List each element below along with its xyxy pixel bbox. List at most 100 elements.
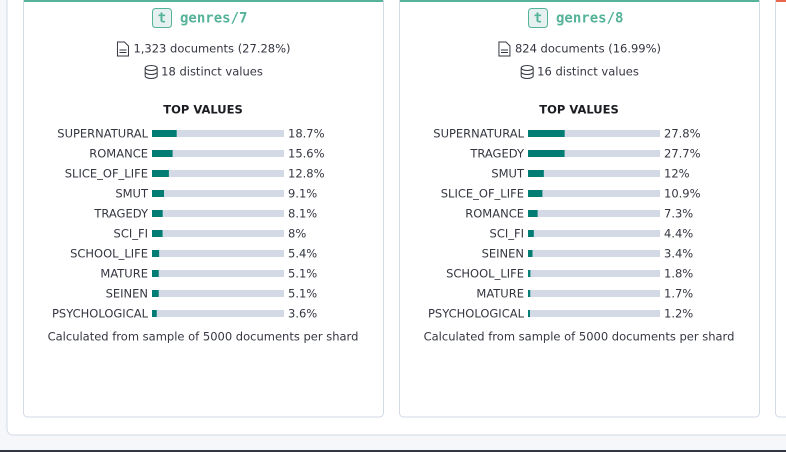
category-label: PSYCHOLOGICAL <box>428 307 525 321</box>
category-label: SCI_FI <box>490 227 524 241</box>
bar-track <box>528 130 660 137</box>
type-badge <box>152 8 172 28</box>
db-icon-body <box>144 68 158 79</box>
value-label: 1.7% <box>664 287 693 301</box>
value-label: 5.1% <box>288 267 317 281</box>
bar-track <box>528 310 660 317</box>
bar <box>528 190 543 197</box>
category-label: SEINEN <box>106 287 148 301</box>
category-label: SMUT <box>115 187 149 201</box>
value-label: 27.8% <box>664 127 701 141</box>
bar-track <box>152 250 284 257</box>
bar-track <box>528 290 660 297</box>
next-card <box>775 0 786 418</box>
bar <box>528 250 533 257</box>
db-icon-body <box>520 68 534 79</box>
bar <box>152 230 163 237</box>
type-badge <box>528 8 548 28</box>
category-label: SEINEN <box>482 247 524 261</box>
bar-track <box>152 310 284 317</box>
bar-track <box>528 230 660 237</box>
stat-distinct: 16 distinct values <box>537 65 639 79</box>
bar-track <box>152 150 284 157</box>
card-accent <box>24 0 383 2</box>
category-label: SLICE_OF_LIFE <box>441 187 524 201</box>
bar-track <box>152 230 284 237</box>
stat-documents: 1,323 documents (27.28%) <box>133 42 290 56</box>
bar <box>152 310 157 317</box>
value-label: 12% <box>664 167 690 181</box>
value-label: 8.1% <box>288 207 317 221</box>
bar <box>152 170 169 177</box>
bar-track <box>152 270 284 277</box>
category-label: SUPERNATURAL <box>57 127 148 141</box>
value-label: 4.4% <box>664 227 693 241</box>
value-label: 27.7% <box>664 147 701 161</box>
bar <box>152 130 177 137</box>
value-label: 1.8% <box>664 267 693 281</box>
category-label: SUPERNATURAL <box>433 127 524 141</box>
top-values-title: TOP VALUES <box>539 103 618 117</box>
bar-track <box>152 290 284 297</box>
type-badge-label: t <box>158 11 166 27</box>
value-label: 5.4% <box>288 247 317 261</box>
bar-track <box>528 150 660 157</box>
category-label: MATURE <box>476 287 524 301</box>
category-label: SMUT <box>491 167 525 181</box>
category-label: SCHOOL_LIFE <box>446 267 524 281</box>
bar-track <box>528 210 660 217</box>
bar <box>152 250 160 257</box>
bar <box>152 270 159 277</box>
bar-track <box>528 270 660 277</box>
category-label: TRAGEDY <box>93 207 149 221</box>
bar <box>152 150 173 157</box>
value-label: 3.6% <box>288 307 317 321</box>
bar-track <box>528 190 660 197</box>
value-label: 15.6% <box>288 147 325 161</box>
bar <box>528 270 531 277</box>
doc-icon <box>116 41 129 57</box>
value-label: 8% <box>288 227 306 241</box>
bar-track <box>152 190 284 197</box>
category-label: ROMANCE <box>89 147 148 161</box>
value-label: 12.8% <box>288 167 325 181</box>
next-card-accent <box>776 0 786 2</box>
category-label: PSYCHOLOGICAL <box>52 307 149 321</box>
bar-track <box>152 170 284 177</box>
bar <box>528 170 544 177</box>
field-card <box>399 0 760 418</box>
top-values-title: TOP VALUES <box>163 103 242 117</box>
bar <box>528 290 531 297</box>
bar <box>528 230 534 237</box>
value-label: 9.1% <box>288 187 317 201</box>
sample-note: Calculated from sample of 5000 documents… <box>48 330 359 344</box>
value-label: 18.7% <box>288 127 325 141</box>
doc-icon <box>498 41 511 57</box>
field-name: genres/7 <box>180 11 247 27</box>
bar <box>152 210 163 217</box>
bar <box>528 210 538 217</box>
type-badge-label: t <box>534 11 542 27</box>
value-label: 1.2% <box>664 307 693 321</box>
field-card <box>23 0 384 418</box>
bar <box>152 290 159 297</box>
category-label: MATURE <box>100 267 148 281</box>
value-label: 7.3% <box>664 207 693 221</box>
sample-note: Calculated from sample of 5000 documents… <box>424 330 735 344</box>
bar-track <box>152 210 284 217</box>
bar <box>528 310 530 317</box>
bar <box>528 150 565 157</box>
bar <box>152 190 165 197</box>
stat-distinct: 18 distinct values <box>161 65 263 79</box>
category-label: SLICE_OF_LIFE <box>65 167 148 181</box>
bar-track <box>528 170 660 177</box>
bar-track <box>528 250 660 257</box>
category-label: ROMANCE <box>465 207 524 221</box>
bar <box>528 130 565 137</box>
category-label: SCI_FI <box>114 227 148 241</box>
value-label: 5.1% <box>288 287 317 301</box>
bar-track <box>152 130 284 137</box>
card-accent <box>400 0 759 2</box>
stat-documents: 824 documents (16.99%) <box>515 42 661 56</box>
